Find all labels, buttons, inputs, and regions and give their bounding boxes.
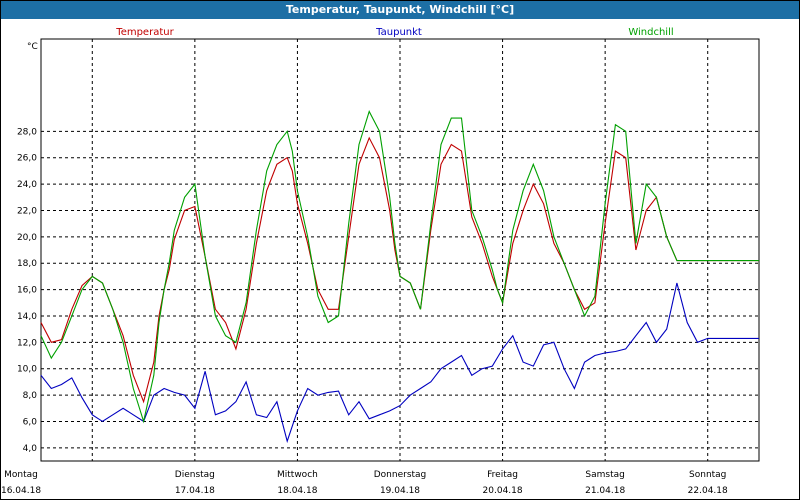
y-tick-label: 16,0: [17, 286, 37, 296]
x-tick-day: Mittwoch: [277, 470, 318, 480]
x-tick-day: Donnerstag: [374, 470, 427, 480]
y-tick-label: 26,0: [17, 154, 37, 164]
y-tick-label: 28,0: [17, 127, 37, 137]
y-tick-label: 14,0: [17, 312, 37, 322]
y-tick-label: 12,0: [17, 338, 37, 348]
x-tick-date: 20.04.18: [483, 486, 523, 496]
x-tick-date: 22.04.18: [688, 486, 728, 496]
y-tick-label: 8,0: [23, 391, 38, 401]
legend-entry-taupunkt: Taupunkt: [375, 27, 422, 38]
y-tick-label: 22,0: [17, 206, 37, 216]
y-unit-label: °C: [27, 42, 38, 52]
y-tick-label: 20,0: [17, 233, 37, 243]
x-tick-day: Sonntag: [689, 470, 726, 480]
x-tick-day: Dienstag: [175, 470, 215, 480]
legend-entry-windchill: Windchill: [628, 27, 673, 38]
grid-layer: [41, 39, 759, 461]
y-tick-label: 4,0: [23, 444, 38, 454]
x-tick-date: 21.04.18: [585, 486, 625, 496]
series-line-taupunkt: [40, 282, 759, 444]
axis-layer: 4,0 6,0 8,0 10,0 12,0 14,0 16,0 18,0 20,0 22,0 24,…: [1, 38, 760, 496]
series-line-windchill: [40, 110, 759, 424]
legend-layer: Temperatur Taupunkt Windchill: [115, 27, 673, 38]
y-tick-label: 6,0: [23, 417, 38, 427]
x-tick-day: Montag: [4, 470, 38, 480]
series-layer: [40, 110, 759, 444]
x-tick-day: Freitag: [487, 470, 518, 480]
x-tick-date: 16.04.18: [1, 486, 41, 496]
y-tick-label: 24,0: [17, 180, 37, 190]
chart-title: Temperatur, Taupunkt, Windchill [°C]: [1, 1, 799, 19]
y-tick-label: 18,0: [17, 259, 37, 269]
x-tick-date: 17.04.18: [175, 486, 215, 496]
x-tick-day: Samstag: [585, 470, 624, 480]
x-tick-date: 19.04.18: [380, 486, 420, 496]
x-tick-date: 18.04.18: [277, 486, 317, 496]
legend-entry-temperatur: Temperatur: [115, 27, 174, 38]
plot-frame: [40, 38, 760, 462]
y-tick-label: 10,0: [17, 365, 37, 375]
